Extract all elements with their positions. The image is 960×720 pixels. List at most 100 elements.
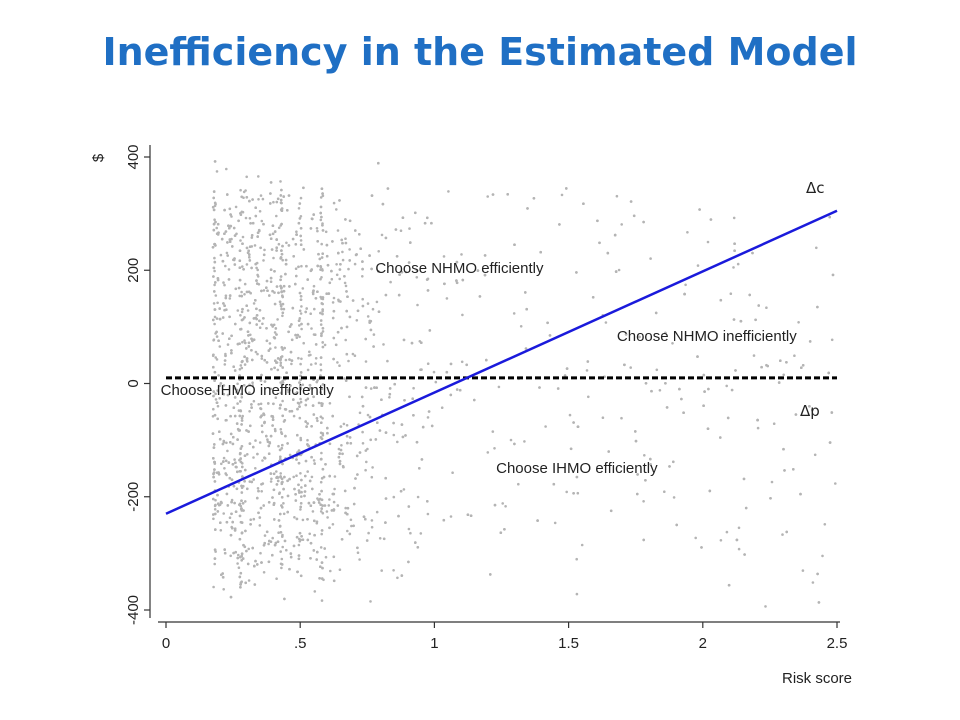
scatter-point — [415, 269, 419, 272]
scatter-point — [245, 357, 249, 360]
scatter-point — [378, 429, 382, 432]
scatter-point — [742, 477, 746, 481]
scatter-point — [404, 434, 407, 437]
scatter-point — [215, 170, 219, 173]
scatter-point — [485, 358, 488, 362]
scatter-point — [292, 544, 296, 548]
scatter-point — [445, 370, 449, 374]
scatter-point — [254, 439, 257, 442]
scatter-point — [273, 366, 276, 370]
scatter-point — [369, 600, 372, 603]
scatter-point — [270, 367, 273, 371]
scatter-point — [295, 274, 298, 278]
scatter-point — [344, 506, 348, 510]
scatter-point — [388, 392, 392, 396]
scatter-point — [332, 357, 335, 361]
scatter-point — [327, 292, 331, 295]
scatter-point — [558, 223, 561, 226]
scatter-point — [241, 359, 244, 363]
scatter-point — [256, 452, 259, 456]
scatter-point — [321, 467, 325, 471]
scatter-point — [388, 396, 391, 399]
scatter-point — [240, 499, 243, 503]
scatter-point — [304, 403, 308, 407]
scatter-point — [315, 521, 319, 525]
scatter-point — [607, 450, 610, 453]
scatter-point — [325, 292, 329, 296]
scatter-point — [214, 498, 217, 502]
scatter-point — [461, 313, 464, 317]
scatter-point — [212, 513, 215, 516]
scatter-point — [257, 489, 260, 493]
scatter-point — [299, 505, 303, 509]
scatter-point — [239, 400, 242, 403]
scatter-point — [277, 531, 280, 534]
scatter-point — [358, 411, 362, 415]
scatter-point — [236, 438, 239, 441]
scatter-point — [321, 432, 325, 435]
scatter-point — [297, 489, 301, 492]
scatter-point — [223, 359, 227, 362]
scatter-point — [213, 413, 217, 417]
scatter-point — [430, 221, 433, 225]
scatter-point — [229, 224, 233, 228]
scatter-point — [443, 282, 446, 286]
scatter-point — [312, 459, 316, 462]
scatter-point — [236, 342, 240, 346]
scatter-point — [244, 581, 247, 585]
scatter-point — [281, 545, 285, 549]
scatter-point — [225, 251, 229, 255]
scatter-point — [295, 517, 299, 521]
scatter-point — [400, 574, 404, 577]
scatter-point — [236, 427, 240, 431]
scatter-point — [739, 319, 743, 323]
scatter-point — [269, 202, 272, 205]
scatter-point — [231, 442, 235, 446]
scatter-point — [548, 334, 552, 337]
scatter-point — [769, 497, 772, 500]
scatter-point — [225, 520, 229, 524]
scatter-point — [339, 263, 342, 266]
scatter-point — [281, 366, 285, 369]
scatter-point — [649, 463, 652, 466]
scatter-point — [245, 549, 248, 553]
scatter-point — [331, 316, 335, 320]
scatter-point — [248, 410, 251, 413]
scatter-point — [245, 263, 249, 266]
scatter-point — [319, 374, 322, 377]
scatter-point — [213, 462, 217, 465]
scatter-point — [754, 318, 757, 322]
scatter-point — [217, 503, 221, 507]
scatter-point — [338, 199, 341, 202]
scatter-point — [565, 490, 568, 494]
scatter-point — [261, 430, 264, 434]
scatter-point — [369, 438, 373, 442]
scatter-point — [377, 250, 381, 253]
scatter-point — [233, 501, 236, 505]
scatter-point — [395, 254, 399, 258]
scatter-point — [563, 374, 567, 377]
scatter-point — [643, 454, 646, 457]
scatter-point — [311, 217, 314, 221]
scatter-point — [257, 198, 260, 201]
x-tick-label: 2 — [699, 635, 707, 652]
scatter-point — [306, 470, 310, 473]
scatter-point — [370, 525, 374, 529]
scatter-point — [280, 557, 284, 561]
scatter-point — [248, 217, 252, 220]
scatter-point — [216, 417, 219, 421]
scatter-point — [245, 290, 249, 294]
scatter-point — [367, 531, 370, 535]
scatter-point — [779, 359, 782, 363]
scatter-point — [319, 415, 323, 419]
scatter-point — [266, 438, 269, 441]
scatter-point — [328, 402, 332, 405]
scatter-point — [587, 395, 590, 399]
scatter-point — [356, 473, 359, 476]
scatter-point — [770, 480, 774, 484]
scatter-point — [279, 457, 282, 461]
scatter-point — [212, 471, 216, 474]
scatter-point — [320, 529, 324, 532]
scatter-point — [250, 406, 253, 409]
y-tick-label: -400 — [125, 595, 142, 625]
